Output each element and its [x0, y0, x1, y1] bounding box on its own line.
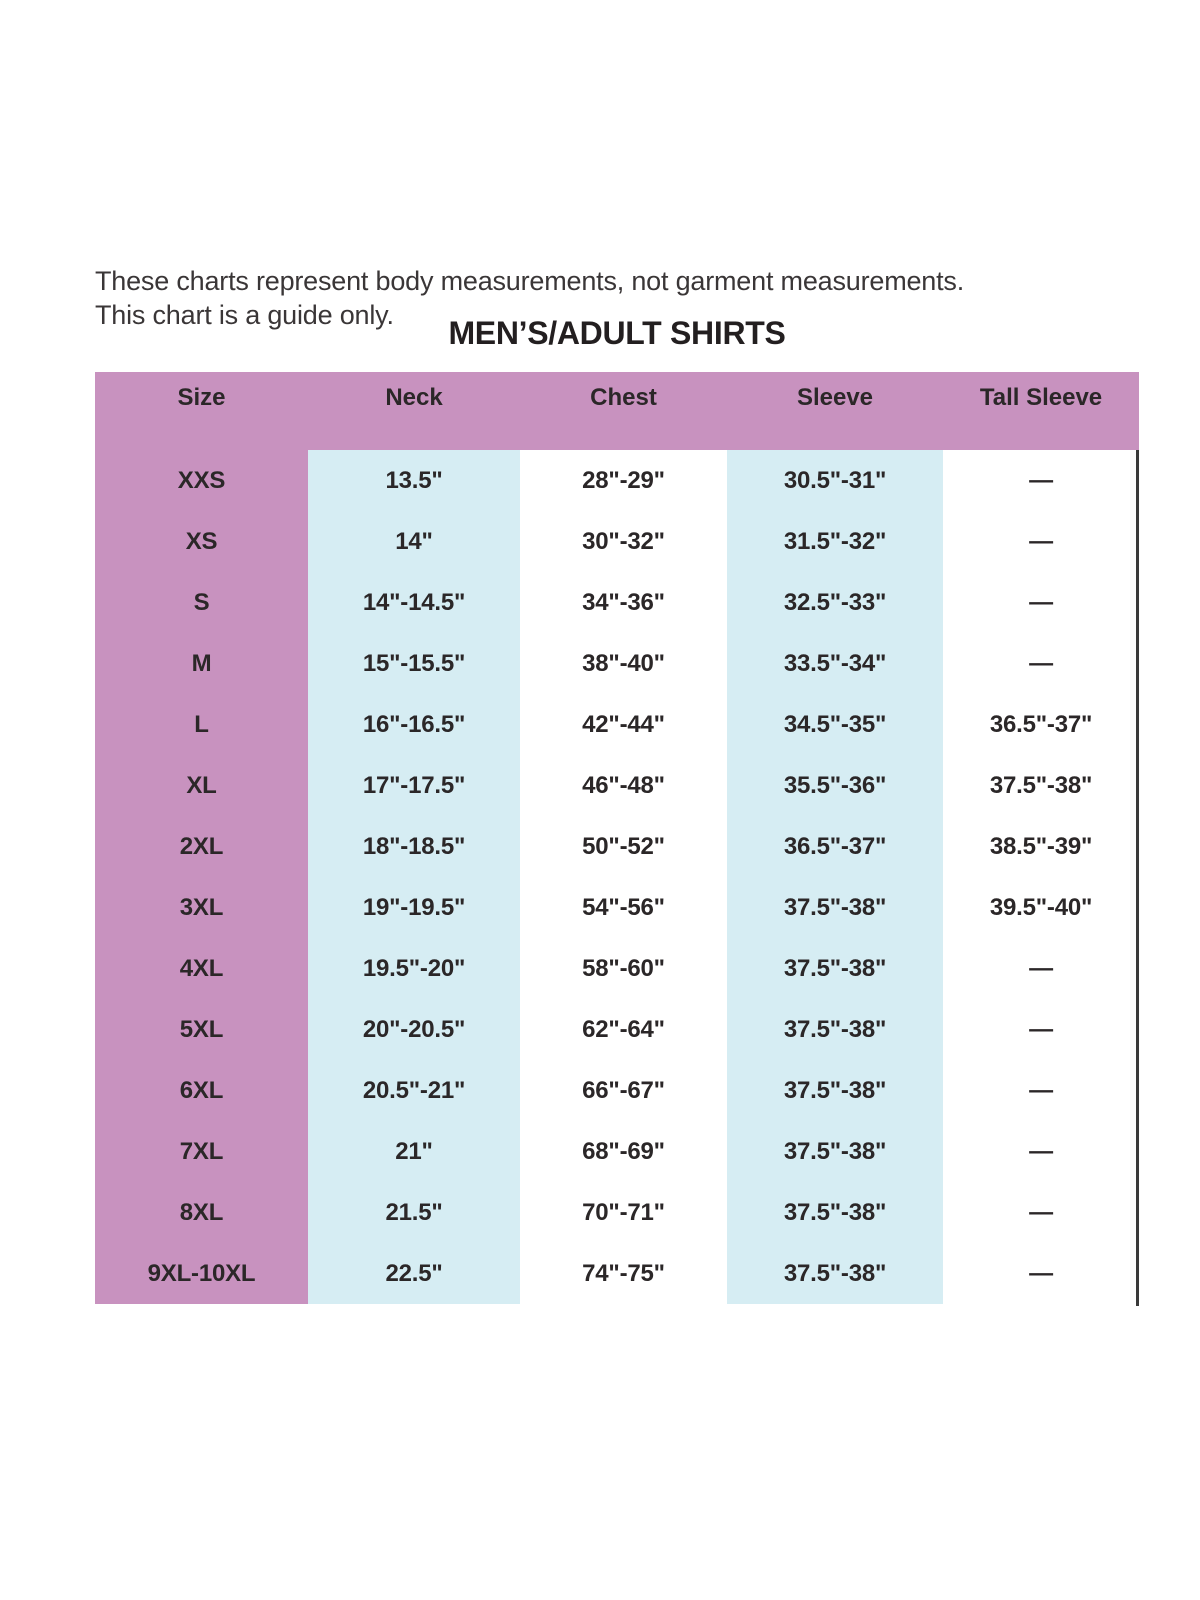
cell-neck: 22.5" — [308, 1243, 520, 1304]
cell-tall-sleeve: — — [943, 938, 1139, 999]
header-cell-chest: Chest — [590, 384, 657, 411]
cell-tall-sleeve: — — [943, 1121, 1139, 1182]
cell-sleeve: 37.5"-38" — [727, 938, 943, 999]
cell-neck: 19"-19.5" — [308, 877, 520, 938]
table-row: XXS 13.5" 28"-29" 30.5"-31" — — [95, 450, 1139, 511]
cell-chest: 68"-69" — [520, 1121, 727, 1182]
cell-neck: 20.5"-21" — [308, 1060, 520, 1121]
cell-sleeve: 37.5"-38" — [727, 1060, 943, 1121]
cell-chest: 46"-48" — [520, 755, 727, 816]
cell-sleeve: 37.5"-38" — [727, 877, 943, 938]
cell-size: XL — [95, 755, 308, 816]
cell-chest: 50"-52" — [520, 816, 727, 877]
cell-chest: 74"-75" — [520, 1243, 727, 1304]
cell-neck: 21" — [308, 1121, 520, 1182]
cell-sleeve: 37.5"-38" — [727, 1243, 943, 1304]
cell-size: L — [95, 694, 308, 755]
page-title: MEN’S/ADULT SHIRTS — [448, 315, 786, 351]
table-row: L 16"-16.5" 42"-44" 34.5"-35" 36.5"-37" — [95, 694, 1139, 755]
cell-tall-sleeve: 39.5"-40" — [943, 877, 1139, 938]
table-row: 9XL-10XL 22.5" 74"-75" 37.5"-38" — — [95, 1243, 1139, 1304]
cell-size: M — [95, 633, 308, 694]
cell-size: XS — [95, 511, 308, 572]
cell-size: 6XL — [95, 1060, 308, 1121]
cell-tall-sleeve: — — [943, 1182, 1139, 1243]
header-cell-size: Size — [177, 384, 226, 411]
cell-chest: 30"-32" — [520, 511, 727, 572]
cell-size: 4XL — [95, 938, 308, 999]
cell-chest: 66"-67" — [520, 1060, 727, 1121]
cell-sleeve: 33.5"-34" — [727, 633, 943, 694]
cell-size: 3XL — [95, 877, 308, 938]
table-row: 2XL 18"-18.5" 50"-52" 36.5"-37" 38.5"-39… — [95, 816, 1139, 877]
cell-chest: 34"-36" — [520, 572, 727, 633]
table-body: XXS 13.5" 28"-29" 30.5"-31" — XS 14" 30"… — [95, 450, 1139, 1304]
cell-tall-sleeve: 37.5"-38" — [943, 755, 1139, 816]
cell-sleeve: 37.5"-38" — [727, 999, 943, 1060]
cell-tall-sleeve: — — [943, 1243, 1139, 1304]
cell-sleeve: 37.5"-38" — [727, 1121, 943, 1182]
table-header-row: Size Neck Chest Sleeve Tall Sleeve — [95, 372, 1139, 450]
cell-size: XXS — [95, 450, 308, 511]
cell-tall-sleeve: — — [943, 572, 1139, 633]
cell-chest: 38"-40" — [520, 633, 727, 694]
cell-chest: 62"-64" — [520, 999, 727, 1060]
cell-neck: 21.5" — [308, 1182, 520, 1243]
disclaimer-text: These charts represent body measurements… — [95, 264, 995, 332]
cell-size: 9XL-10XL — [95, 1243, 308, 1304]
cell-neck: 20"-20.5" — [308, 999, 520, 1060]
cell-tall-sleeve: — — [943, 450, 1139, 511]
cell-neck: 17"-17.5" — [308, 755, 520, 816]
table-row: 7XL 21" 68"-69" 37.5"-38" — — [95, 1121, 1139, 1182]
cell-sleeve: 31.5"-32" — [727, 511, 943, 572]
cell-neck: 14" — [308, 511, 520, 572]
cell-tall-sleeve: — — [943, 633, 1139, 694]
cell-sleeve: 36.5"-37" — [727, 816, 943, 877]
cell-neck: 16"-16.5" — [308, 694, 520, 755]
cell-tall-sleeve: — — [943, 1060, 1139, 1121]
cell-size: 7XL — [95, 1121, 308, 1182]
table-right-border — [1136, 450, 1139, 1306]
cell-sleeve: 32.5"-33" — [727, 572, 943, 633]
cell-size: 8XL — [95, 1182, 308, 1243]
header-cell-tall-sleeve: Tall Sleeve — [979, 384, 1103, 411]
table-row: 5XL 20"-20.5" 62"-64" 37.5"-38" — — [95, 999, 1139, 1060]
cell-size: 2XL — [95, 816, 308, 877]
cell-size: 5XL — [95, 999, 308, 1060]
table-row: 6XL 20.5"-21" 66"-67" 37.5"-38" — — [95, 1060, 1139, 1121]
cell-neck: 18"-18.5" — [308, 816, 520, 877]
cell-tall-sleeve: — — [943, 999, 1139, 1060]
cell-chest: 70"-71" — [520, 1182, 727, 1243]
cell-size: S — [95, 572, 308, 633]
cell-neck: 14"-14.5" — [308, 572, 520, 633]
cell-chest: 54"-56" — [520, 877, 727, 938]
cell-sleeve: 30.5"-31" — [727, 450, 943, 511]
table-row: XS 14" 30"-32" 31.5"-32" — — [95, 511, 1139, 572]
cell-sleeve: 35.5"-36" — [727, 755, 943, 816]
table-row: 3XL 19"-19.5" 54"-56" 37.5"-38" 39.5"-40… — [95, 877, 1139, 938]
table-row: M 15"-15.5" 38"-40" 33.5"-34" — — [95, 633, 1139, 694]
cell-sleeve: 34.5"-35" — [727, 694, 943, 755]
cell-neck: 19.5"-20" — [308, 938, 520, 999]
table-row: S 14"-14.5" 34"-36" 32.5"-33" — — [95, 572, 1139, 633]
cell-chest: 58"-60" — [520, 938, 727, 999]
table-row: 4XL 19.5"-20" 58"-60" 37.5"-38" — — [95, 938, 1139, 999]
cell-tall-sleeve: 36.5"-37" — [943, 694, 1139, 755]
disclaimer-line-2: This chart is a guide only. — [95, 300, 394, 330]
header-cell-neck: Neck — [385, 384, 443, 411]
size-chart-table: Size Neck Chest Sleeve Tall Sleeve XXS 1… — [95, 372, 1139, 1306]
cell-chest: 42"-44" — [520, 694, 727, 755]
table-row: XL 17"-17.5" 46"-48" 35.5"-36" 37.5"-38" — [95, 755, 1139, 816]
cell-sleeve: 37.5"-38" — [727, 1182, 943, 1243]
cell-tall-sleeve: 38.5"-39" — [943, 816, 1139, 877]
cell-tall-sleeve: — — [943, 511, 1139, 572]
cell-neck: 15"-15.5" — [308, 633, 520, 694]
disclaimer-line-1: These charts represent body measurements… — [95, 266, 965, 296]
header-cell-sleeve: Sleeve — [796, 384, 874, 411]
cell-neck: 13.5" — [308, 450, 520, 511]
cell-chest: 28"-29" — [520, 450, 727, 511]
table-row: 8XL 21.5" 70"-71" 37.5"-38" — — [95, 1182, 1139, 1243]
